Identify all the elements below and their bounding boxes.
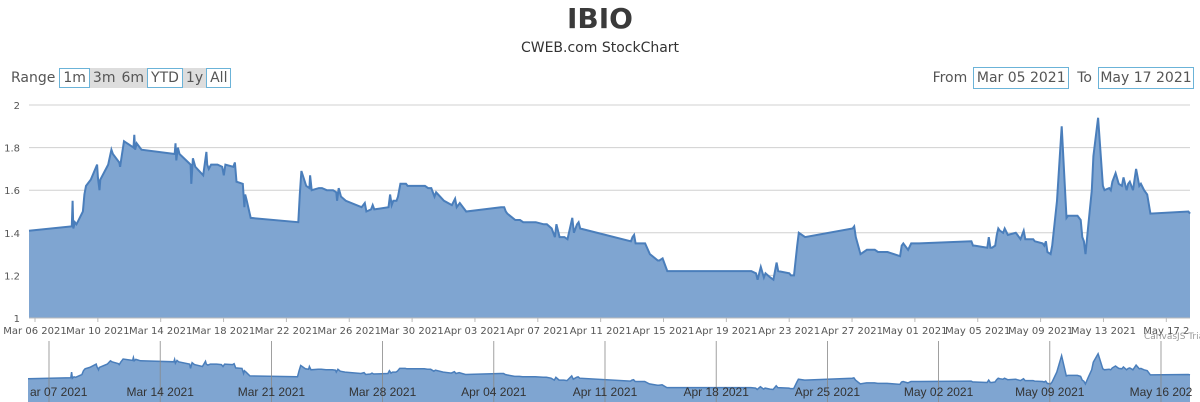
svg-text:Mar 14 2021: Mar 14 2021	[127, 385, 195, 399]
svg-text:Mar 21 2021: Mar 21 2021	[238, 385, 306, 399]
svg-text:Apr 11 2021: Apr 11 2021	[570, 326, 632, 337]
svg-text:Mar 06 2021: Mar 06 2021	[3, 326, 66, 337]
range-selector: Range 1m 3m 6m YTD 1y All	[11, 68, 232, 88]
to-label: To	[1077, 70, 1092, 86]
svg-text:Apr 18 2021: Apr 18 2021	[684, 385, 750, 399]
svg-text:May 01 2021: May 01 2021	[882, 326, 947, 337]
svg-text:Apr 19 2021: Apr 19 2021	[695, 326, 757, 337]
svg-text:Mar 30 2021: Mar 30 2021	[380, 326, 443, 337]
svg-text:May 16 202: May 16 202	[1130, 385, 1193, 399]
svg-text:1: 1	[14, 314, 20, 325]
navigator[interactable]: ar 07 2021 Mar 14 2021 Mar 21 2021 Mar 28 2…	[27, 341, 1193, 402]
range-button-1y[interactable]: 1y	[182, 68, 207, 88]
svg-text:1.6: 1.6	[4, 186, 20, 197]
svg-text:Apr 04 2021: Apr 04 2021	[461, 385, 527, 399]
to-date-input[interactable]	[1098, 67, 1194, 89]
svg-text:Mar 26 2021: Mar 26 2021	[318, 326, 381, 337]
svg-text:1.2: 1.2	[4, 271, 20, 282]
svg-text:Apr 27 2021: Apr 27 2021	[821, 326, 883, 337]
svg-text:2: 2	[14, 101, 20, 112]
range-button-6m[interactable]: 6m	[118, 68, 148, 88]
price-area	[29, 117, 1190, 318]
from-label: From	[932, 70, 968, 86]
chart-title: IBIO	[567, 2, 633, 35]
date-range: From To	[933, 67, 1194, 89]
svg-text:Apr 11 2021: Apr 11 2021	[573, 385, 638, 399]
svg-text:Mar 14 2021: Mar 14 2021	[129, 326, 192, 337]
svg-text:Mar 28 2021: Mar 28 2021	[349, 385, 417, 399]
svg-text:May 17 2: May 17 2	[1143, 326, 1189, 337]
svg-text:Apr 25 2021: Apr 25 2021	[795, 385, 861, 399]
svg-text:Apr 23 2021: Apr 23 2021	[758, 326, 820, 337]
chart-subtitle: CWEB.com StockChart	[520, 40, 680, 56]
range-button-ytd[interactable]: YTD	[147, 68, 183, 88]
range-label: Range	[11, 70, 56, 86]
y-axis: 1 1.2 1.4 1.6 1.8 2	[4, 101, 20, 325]
svg-text:Apr 07 2021: Apr 07 2021	[507, 326, 569, 337]
range-button-3m[interactable]: 3m	[89, 68, 119, 88]
x-axis: Mar 06 2021 Mar 10 2021 Mar 14 2021 Mar 18 …	[3, 317, 1190, 337]
range-button-all[interactable]: All	[206, 68, 232, 88]
svg-text:1.4: 1.4	[4, 229, 20, 240]
price-line	[28, 117, 1191, 282]
svg-text:Apr 15 2021: Apr 15 2021	[633, 326, 695, 337]
svg-text:May 02 2021: May 02 2021	[904, 385, 974, 399]
range-button-1m[interactable]: 1m	[59, 68, 90, 88]
svg-text:May 09 2021: May 09 2021	[1015, 385, 1085, 399]
svg-text:May 05 2021: May 05 2021	[945, 326, 1010, 337]
svg-text:May 13 2021: May 13 2021	[1071, 326, 1136, 337]
svg-text:Mar 10 2021: Mar 10 2021	[66, 326, 129, 337]
svg-text:Apr 03 2021: Apr 03 2021	[444, 326, 506, 337]
svg-text:1.8: 1.8	[4, 144, 20, 155]
watermark: CanvasJS Trial	[1144, 332, 1200, 342]
svg-text:Mar 18 2021: Mar 18 2021	[192, 326, 255, 337]
svg-text:ar 07 2021: ar 07 2021	[30, 385, 88, 399]
from-date-input[interactable]	[973, 67, 1070, 89]
svg-text:Mar 22 2021: Mar 22 2021	[255, 326, 318, 337]
svg-text:May 09 2021: May 09 2021	[1008, 326, 1073, 337]
